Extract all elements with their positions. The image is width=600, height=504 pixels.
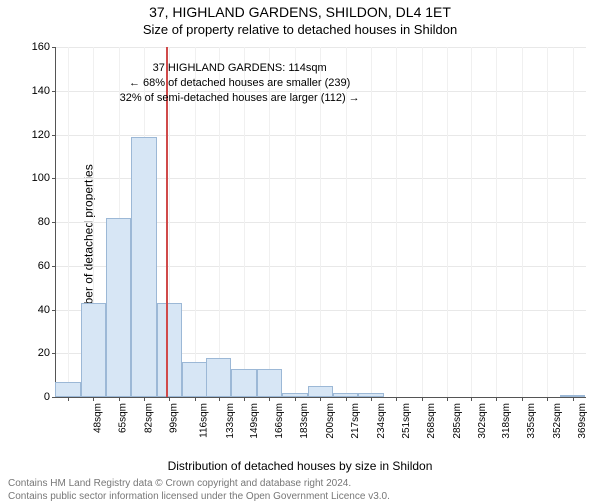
chart-annotation: 37 HIGHLAND GARDENS: 114sqm ← 68% of det… <box>120 61 360 106</box>
x-tick <box>195 397 196 401</box>
x-tick-label: 183sqm <box>300 403 311 439</box>
histogram-bar <box>131 137 156 397</box>
footer-line-1: Contains HM Land Registry data © Crown c… <box>8 477 592 490</box>
x-tick <box>447 397 448 401</box>
chart-footer: Contains HM Land Registry data © Crown c… <box>0 473 600 503</box>
y-tick-label: 20 <box>38 347 56 359</box>
histogram-bar <box>308 386 333 397</box>
y-tick-label: 0 <box>44 391 56 403</box>
x-tick <box>269 397 270 401</box>
y-tick-label: 140 <box>32 85 56 97</box>
histogram-bar <box>55 382 80 397</box>
x-tick-label: 352sqm <box>552 403 563 439</box>
x-tick-label: 251sqm <box>401 403 412 439</box>
x-tick-label: 369sqm <box>577 403 588 439</box>
x-tick-label: 268sqm <box>426 403 437 439</box>
x-tick-label: 99sqm <box>169 403 180 433</box>
gridline <box>573 47 574 397</box>
y-tick-label: 40 <box>38 304 56 316</box>
x-tick <box>471 397 472 401</box>
x-tick-label: 116sqm <box>199 403 210 438</box>
x-tick <box>346 397 347 401</box>
x-tick-label: 217sqm <box>350 403 361 439</box>
histogram-bar <box>81 303 106 397</box>
x-tick <box>320 397 321 401</box>
x-tick-label: 166sqm <box>274 403 285 439</box>
x-tick-label: 285sqm <box>452 403 463 439</box>
chart-container: Number of detached properties 0204060801… <box>0 37 600 457</box>
histogram-bar <box>560 395 585 397</box>
gridline <box>496 47 497 397</box>
x-tick <box>119 397 120 401</box>
histogram-bar <box>231 369 256 397</box>
histogram-bar <box>282 393 307 397</box>
plot-area: 02040608010012014016048sqm65sqm82sqm99sq… <box>55 47 586 398</box>
gridline <box>396 47 397 397</box>
x-tick-label: 48sqm <box>92 403 103 433</box>
histogram-bar <box>257 369 282 397</box>
x-tick <box>244 397 245 401</box>
x-tick-label: 65sqm <box>118 403 129 433</box>
y-tick-label: 100 <box>32 172 56 184</box>
x-tick <box>522 397 523 401</box>
x-tick-label: 335sqm <box>527 403 538 439</box>
histogram-bar <box>182 362 207 397</box>
x-tick-label: 302sqm <box>477 403 488 439</box>
x-tick <box>144 397 145 401</box>
histogram-bar <box>206 358 231 397</box>
gridline <box>471 47 472 397</box>
x-tick-label: 82sqm <box>143 403 154 433</box>
x-tick <box>573 397 574 401</box>
x-tick <box>219 397 220 401</box>
x-tick <box>496 397 497 401</box>
footer-line-2: Contains public sector information licen… <box>8 490 592 503</box>
x-tick <box>93 397 94 401</box>
histogram-bar <box>358 393 383 397</box>
x-tick <box>295 397 296 401</box>
x-tick <box>169 397 170 401</box>
x-axis-label: Distribution of detached houses by size … <box>0 459 600 473</box>
page-subtitle: Size of property relative to detached ho… <box>0 22 600 37</box>
x-tick <box>547 397 548 401</box>
annotation-line-3: 32% of semi-detached houses are larger (… <box>120 91 360 106</box>
y-tick-label: 60 <box>38 260 56 272</box>
y-tick-label: 160 <box>32 41 56 53</box>
gridline <box>371 47 372 397</box>
x-tick-label: 234sqm <box>376 403 387 439</box>
histogram-bar <box>106 218 131 397</box>
annotation-line-1: 37 HIGHLAND GARDENS: 114sqm <box>120 61 360 76</box>
x-tick-label: 149sqm <box>249 403 260 439</box>
y-tick-label: 120 <box>32 129 56 141</box>
x-tick-label: 200sqm <box>325 403 336 439</box>
gridline <box>522 47 523 397</box>
x-tick <box>68 397 69 401</box>
gridline <box>422 47 423 397</box>
y-tick-label: 80 <box>38 216 56 228</box>
gridline <box>68 47 69 397</box>
gridline <box>447 47 448 397</box>
annotation-line-2: ← 68% of detached houses are smaller (23… <box>120 76 360 91</box>
histogram-bar <box>157 303 182 397</box>
page-title: 37, HIGHLAND GARDENS, SHILDON, DL4 1ET <box>0 4 600 20</box>
histogram-bar <box>333 393 358 397</box>
x-tick <box>422 397 423 401</box>
gridline <box>547 47 548 397</box>
x-tick-label: 133sqm <box>225 403 236 439</box>
x-tick <box>396 397 397 401</box>
x-tick <box>371 397 372 401</box>
x-tick-label: 318sqm <box>501 403 512 439</box>
